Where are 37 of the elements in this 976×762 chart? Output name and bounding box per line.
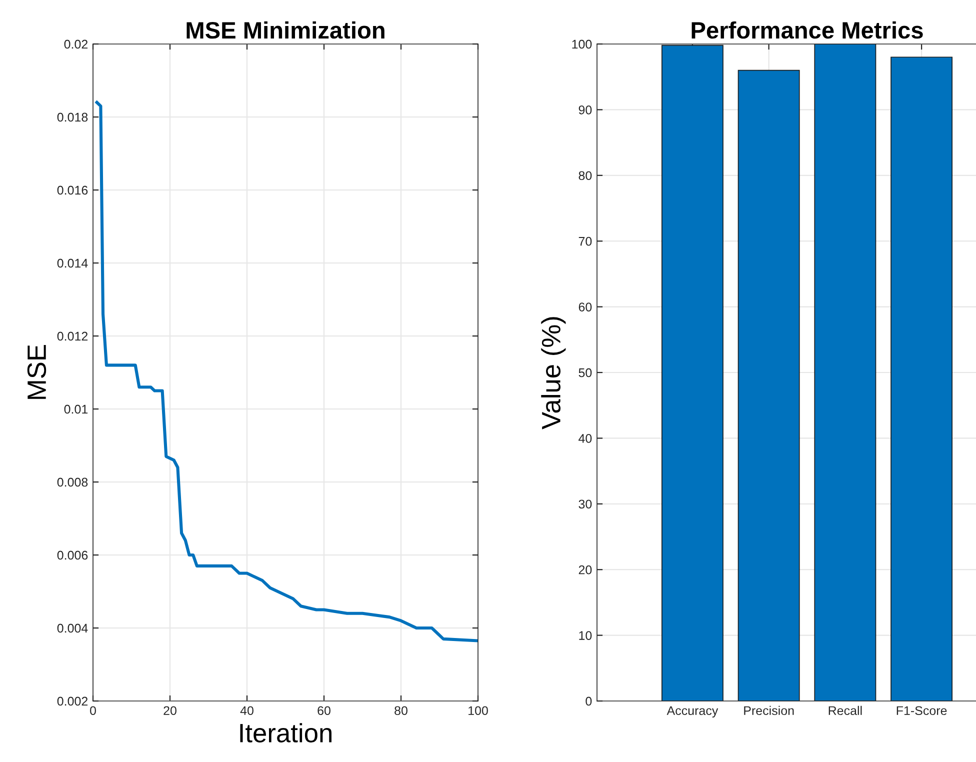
y-tick-label: 0 bbox=[586, 696, 592, 706]
y-tick-label: 0.014 bbox=[57, 258, 88, 268]
y-tick-label: 0.018 bbox=[57, 112, 88, 122]
y-tick-label: 50 bbox=[578, 368, 592, 378]
y-tick-label: 0.012 bbox=[57, 332, 88, 341]
y-axis-title: Value (%) bbox=[541, 317, 566, 430]
y-tick-label: 100 bbox=[572, 40, 592, 49]
y-tick-label: 20 bbox=[578, 565, 592, 574]
y-tick-label: 10 bbox=[579, 631, 592, 640]
x-tick-label: 60 bbox=[318, 706, 330, 716]
y-axis-title: MSE bbox=[27, 345, 46, 399]
chart-title: Performance Metrics bbox=[692, 21, 923, 39]
y-tick-label: 70 bbox=[578, 236, 592, 246]
y-tick-label: 40 bbox=[578, 434, 592, 443]
x-tick-label: Recall bbox=[828, 706, 862, 716]
x-tick-label: F1-Score bbox=[896, 706, 947, 716]
x-tick-label: 100 bbox=[468, 706, 488, 716]
x-axis-title: Iteration bbox=[240, 723, 332, 742]
x-tick-label: 20 bbox=[164, 706, 176, 716]
chart-title: MSE Minimization bbox=[186, 21, 384, 39]
y-tick-label: 30 bbox=[578, 500, 592, 509]
y-tick-label: 0.016 bbox=[57, 186, 88, 195]
y-tick-label: 0.004 bbox=[57, 624, 88, 633]
x-tick-label: 80 bbox=[394, 706, 408, 716]
x-tick-label: 0 bbox=[90, 706, 96, 716]
y-tick-label: 80 bbox=[578, 171, 592, 180]
x-tick-label: Accuracy bbox=[666, 706, 718, 718]
line-series bbox=[95, 100, 478, 642]
y-tick-label: 0.02 bbox=[64, 40, 88, 49]
y-tick-label: 90 bbox=[578, 106, 592, 114]
y-tick-label: 0.002 bbox=[57, 696, 88, 706]
y-tick-label: 0.006 bbox=[57, 550, 88, 560]
y-tick-label: 0.008 bbox=[57, 478, 88, 487]
y-tick-label: 0.01 bbox=[64, 404, 88, 414]
x-tick-label: Precision bbox=[744, 706, 794, 716]
y-tick-label: 60 bbox=[578, 302, 592, 312]
x-tick-label: 40 bbox=[240, 706, 254, 716]
